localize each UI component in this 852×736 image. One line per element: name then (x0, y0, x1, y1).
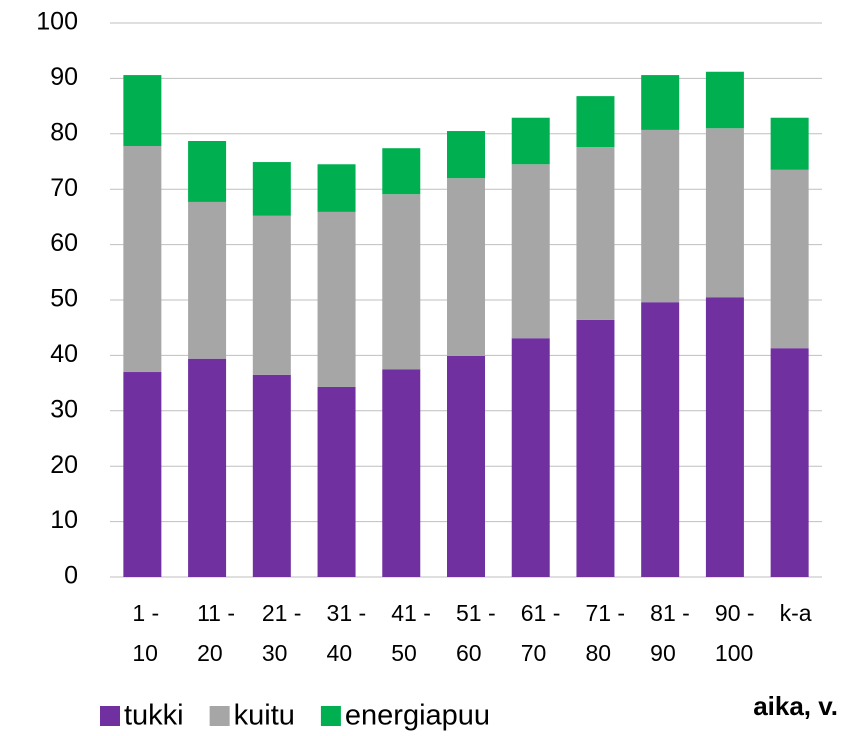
bar-segment (770, 117, 809, 170)
y-tick-label: 40 (50, 340, 78, 368)
bar-segment (188, 141, 227, 202)
x-tick-label: 71 - (585, 600, 625, 626)
legend-label: energiapuu (345, 700, 490, 732)
bar-segment (511, 164, 550, 339)
bar-segment (770, 348, 809, 577)
legend-label: tukki (124, 700, 184, 732)
y-tick-label: 50 (50, 285, 78, 313)
bar-segment (382, 369, 421, 577)
x-tick-label: 11 - (197, 600, 235, 626)
x-tick-label: 30 (262, 640, 288, 666)
x-tick-label: 90 - (715, 600, 755, 626)
bar-segment (705, 297, 744, 577)
legend-swatch (320, 706, 341, 726)
bar-segment (705, 128, 744, 298)
legend-swatch (100, 706, 120, 726)
x-tick-label: 51 - (456, 600, 496, 626)
bar-segment (576, 319, 615, 577)
y-tick-label: 30 (50, 395, 78, 423)
y-tick-label: 0 (64, 562, 78, 590)
legend-label: kuitu (234, 700, 295, 732)
y-tick-label: 10 (50, 506, 78, 534)
bar-segment (641, 75, 680, 130)
bar-segment (123, 372, 162, 577)
x-tick-label: 50 (391, 640, 417, 666)
bar-segment (511, 338, 550, 577)
x-tick-label: 81 - (650, 600, 690, 626)
bar-segment (252, 374, 291, 577)
bar-segment (317, 386, 356, 577)
bar-segment (447, 355, 485, 577)
bar-segment (382, 194, 421, 370)
x-tick-label: 61 - (521, 600, 561, 626)
legend-swatch (209, 706, 230, 726)
bar-segment (641, 129, 680, 303)
bar-segment (123, 75, 162, 146)
bar-segment (770, 169, 809, 349)
bar-segment (252, 215, 291, 375)
x-tick-label: 60 (456, 640, 482, 666)
y-tick-label: 90 (50, 63, 78, 91)
y-tick-label: 70 (50, 174, 78, 202)
x-tick-label: k-a (780, 600, 812, 626)
x-tick-label: 20 (197, 640, 223, 666)
bar-segment (511, 117, 550, 165)
x-tick-label: 41 - (391, 600, 431, 626)
bar-segment (705, 71, 744, 129)
bar-segment (188, 358, 227, 577)
x-tick-label: 70 (521, 640, 547, 666)
x-axis-label: aika, v. (753, 691, 838, 721)
bar-segment (447, 178, 485, 356)
bar-segment (576, 96, 615, 148)
bar-segment (382, 148, 421, 195)
x-tick-label: 40 (327, 640, 353, 666)
bar-segment (188, 201, 227, 359)
y-tick-label: 20 (50, 451, 78, 479)
x-tick-label: 31 - (327, 600, 367, 626)
bar-segment (123, 145, 162, 373)
bar-segment (252, 162, 291, 216)
x-tick-label: 1 - (132, 600, 159, 626)
y-tick-label: 100 (36, 8, 78, 36)
bar-segment (576, 147, 615, 320)
y-tick-label: 60 (50, 229, 78, 257)
x-tick-label: 80 (585, 640, 611, 666)
x-tick-label: 21 - (262, 600, 302, 626)
x-tick-label: 100 (715, 640, 753, 666)
x-tick-label: 10 (132, 640, 158, 666)
x-tick-label: 90 (650, 640, 676, 666)
bar-segment (317, 164, 356, 212)
bar-segment (447, 131, 485, 179)
bar-segment (317, 211, 356, 387)
bar-segment (641, 302, 680, 577)
y-tick-label: 80 (50, 118, 78, 146)
